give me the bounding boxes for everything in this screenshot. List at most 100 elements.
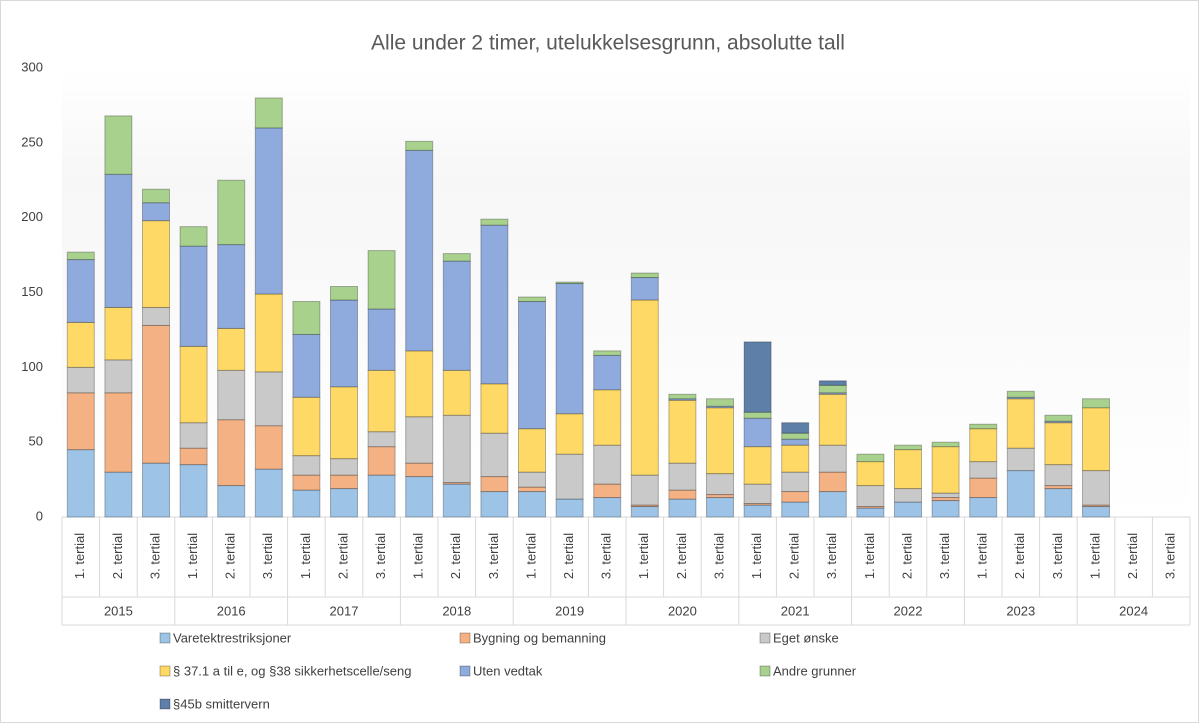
x-tick-label: 3. tertial [937, 533, 952, 579]
bar-segment [781, 501, 810, 518]
chart-title: Alle under 2 timer, utelukkelsesgrunn, a… [371, 32, 845, 55]
bar-segment [781, 444, 810, 473]
bar-segment [593, 497, 622, 518]
bar-segment [179, 226, 208, 247]
bar-segment [593, 444, 622, 485]
bar-segment [66, 449, 95, 518]
bar-segment [254, 97, 283, 129]
bar-segment [292, 455, 321, 476]
x-tick-label: 1. tertial [411, 533, 426, 579]
bar-segment [818, 471, 847, 493]
x-tick-label: 2. tertial [674, 533, 689, 579]
bar-segment [442, 483, 471, 518]
bar-segment [367, 369, 396, 433]
bar-segment [1082, 398, 1110, 409]
bar-segment [66, 321, 95, 368]
bar-segment [518, 491, 546, 518]
bar-segment [1006, 470, 1035, 518]
x-tick-label: 3. tertial [260, 533, 275, 579]
bar-segment [518, 471, 546, 488]
bar-segment [217, 485, 246, 518]
x-tick-label: 3. tertial [599, 533, 614, 579]
bar-segment [630, 299, 659, 476]
bar-segment [66, 259, 95, 323]
bar-segment [743, 446, 772, 485]
bar-segment [856, 453, 885, 463]
x-tick-label: 1. tertial [72, 533, 87, 579]
bar-segment [555, 453, 584, 500]
x-tick-label: 2. tertial [448, 533, 463, 579]
bar-segment [480, 476, 509, 493]
bar-segment [743, 411, 772, 419]
bar-segment [593, 483, 622, 499]
x-tick-label: 1. tertial [1087, 533, 1102, 579]
bar-segment [254, 127, 283, 295]
bar-segment [292, 333, 321, 398]
plot-area [62, 68, 1190, 517]
bar-segment [630, 506, 659, 518]
bar-segment [518, 300, 546, 430]
bar-segment [442, 414, 471, 484]
bar-segment [706, 497, 734, 518]
bar-segment [931, 492, 960, 499]
x-tick-label: 2. tertial [787, 533, 802, 579]
bar-segment [743, 417, 772, 448]
group-label: 2024 [1119, 603, 1148, 618]
x-tick-label: 3. tertial [486, 533, 501, 579]
bar-segment [1044, 488, 1073, 518]
x-tick-label: 1. tertial [636, 533, 651, 579]
bar-segment [254, 468, 283, 518]
x-tick-label: 2. tertial [223, 533, 238, 579]
legend-swatch [759, 632, 771, 644]
bar-segment [480, 224, 509, 385]
legend-label: Eget ønske [773, 630, 839, 645]
bar-segment [405, 350, 434, 418]
bar-segment [217, 419, 246, 487]
bar-segment [969, 461, 998, 479]
bar-segment [104, 115, 133, 175]
bar-segment [179, 245, 208, 347]
group-label: 2021 [781, 603, 810, 618]
bar-segment [367, 474, 396, 518]
bar-segment [969, 497, 998, 518]
x-tick-label: 3. tertial [373, 533, 388, 579]
x-tick-label: 2. tertial [1125, 533, 1140, 579]
bar-segment [894, 501, 922, 518]
legend-swatch [759, 665, 771, 677]
bar-segment [668, 399, 697, 464]
bar-segment [217, 369, 246, 421]
bar-segment [142, 462, 170, 518]
bar-segment [330, 474, 358, 490]
bar-segment [104, 392, 133, 473]
legend-label: Bygning og bemanning [473, 630, 606, 645]
bar-segment [1006, 398, 1035, 449]
bar-segment [856, 461, 885, 487]
bar-segment [405, 149, 434, 352]
bar-segment [179, 447, 208, 466]
bar-segment [781, 422, 810, 434]
y-tick-label: 300 [21, 59, 43, 74]
bar-segment [630, 504, 659, 508]
bar-segment [367, 446, 396, 476]
bar-segment [480, 383, 509, 434]
bar-segment [217, 327, 246, 371]
bar-segment [743, 483, 772, 505]
bar-segment [179, 422, 208, 449]
bar-segment [179, 464, 208, 518]
bar-segment [1006, 447, 1035, 472]
x-tick-label: 3. tertial [1050, 533, 1065, 579]
group-label: 2023 [1006, 603, 1035, 618]
bar-segment [104, 173, 133, 308]
bar-segment [931, 500, 960, 518]
bar-segment [367, 250, 396, 310]
bar-segment [330, 286, 358, 301]
bar-segment [668, 462, 697, 491]
legend-swatch [459, 665, 471, 677]
legend-swatch [159, 632, 171, 644]
bar-segment [367, 308, 396, 371]
bar-segment [856, 507, 885, 518]
bar-segment [405, 476, 434, 518]
bar-segment [555, 498, 584, 518]
bar-segment [292, 300, 321, 335]
bar-segment [66, 251, 95, 261]
